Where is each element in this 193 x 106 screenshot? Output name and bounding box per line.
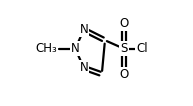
Text: Cl: Cl: [136, 42, 148, 55]
Text: N: N: [71, 42, 80, 55]
Text: N: N: [79, 61, 88, 74]
Text: S: S: [120, 42, 128, 55]
Text: N: N: [79, 23, 88, 36]
Text: O: O: [119, 17, 129, 30]
Text: O: O: [119, 68, 129, 81]
Text: CH₃: CH₃: [36, 42, 57, 55]
